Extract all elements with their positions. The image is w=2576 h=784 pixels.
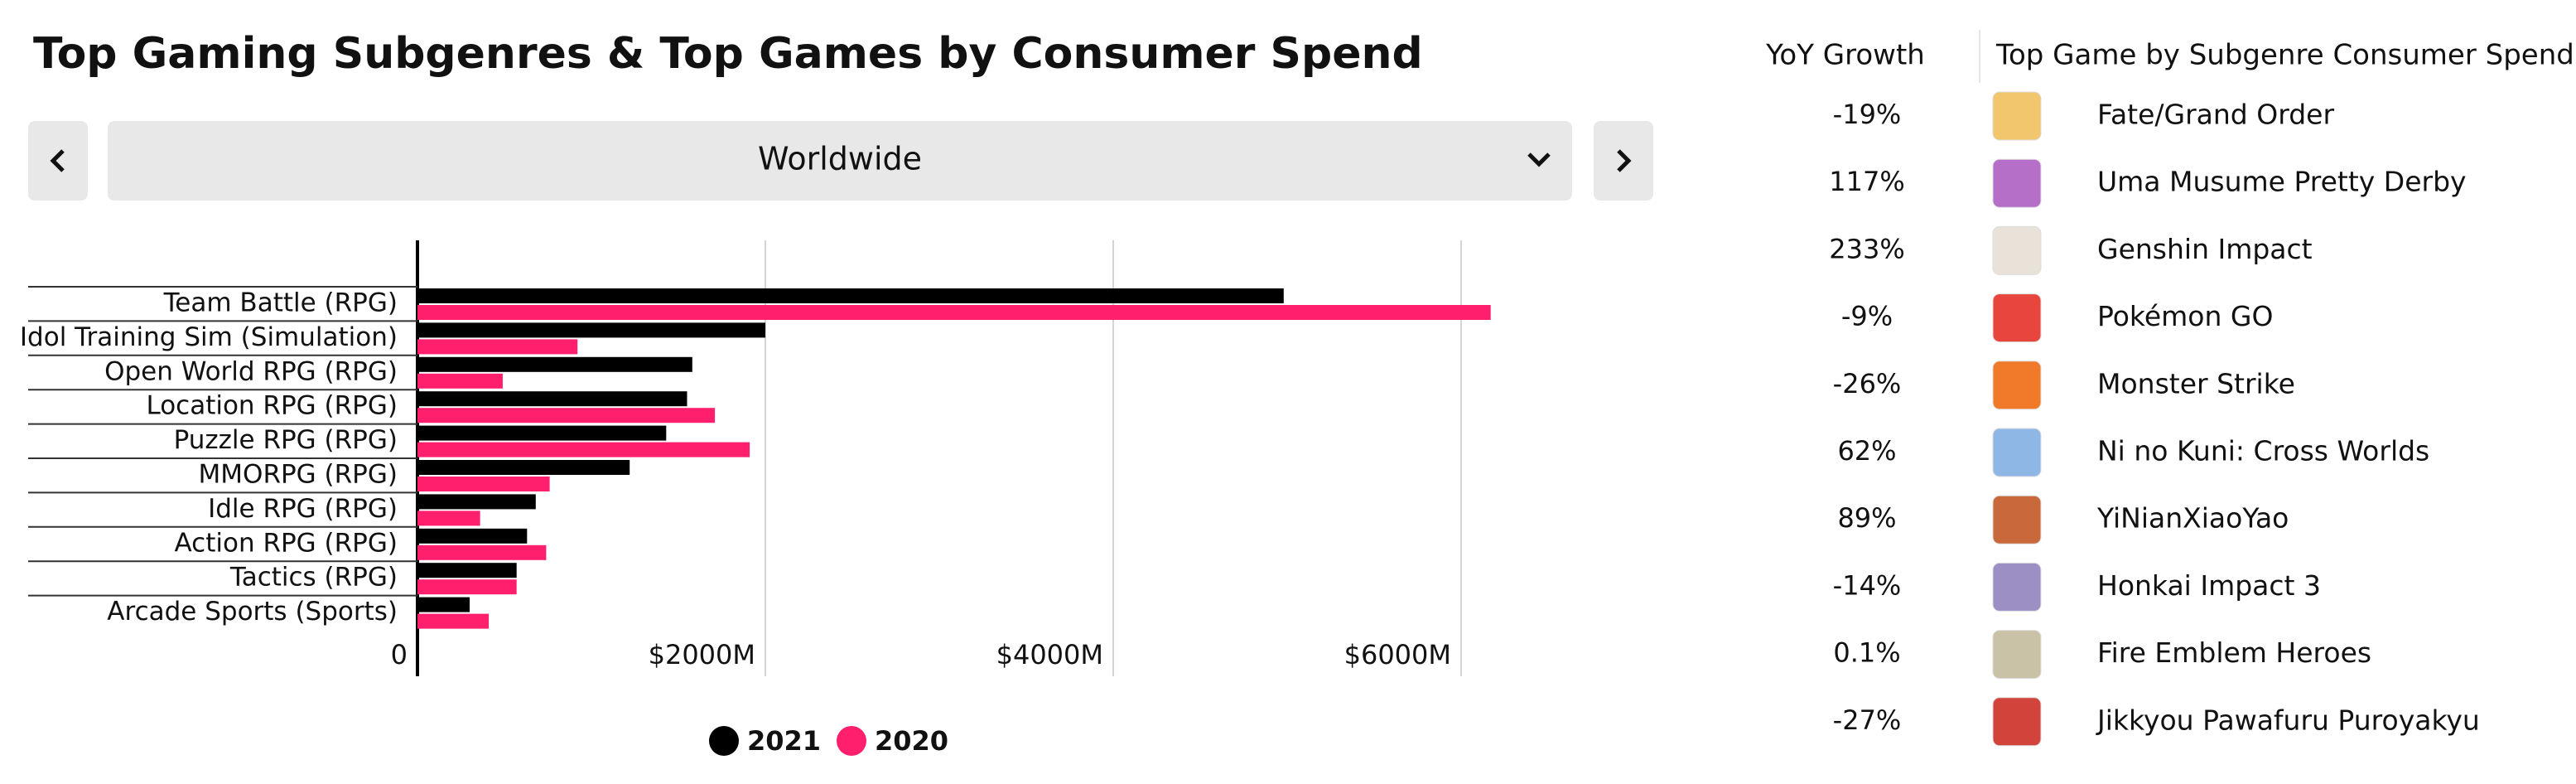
legend-label: 2021 <box>747 725 821 757</box>
game-icon <box>1992 495 2042 544</box>
bar <box>417 425 667 441</box>
yoy-growth: -26% <box>1833 368 1902 399</box>
game-icon <box>1992 630 2042 680</box>
bar <box>417 391 687 407</box>
bar <box>417 356 692 372</box>
bar <box>417 373 503 389</box>
region-dropdown[interactable] <box>108 121 1572 201</box>
game-icon <box>1992 428 2042 477</box>
bar <box>417 528 528 544</box>
yoy-growth: -27% <box>1833 704 1902 736</box>
column-header: Top Game by Subgenre Consumer Spend <box>1995 39 2574 72</box>
bar <box>417 305 1491 320</box>
x-tick-label: $6000M <box>1344 639 1451 670</box>
yoy-growth: -14% <box>1833 569 1902 601</box>
bar <box>417 339 578 355</box>
game-icon <box>1992 158 2042 208</box>
next-icon <box>1617 149 1632 172</box>
prev-icon <box>50 149 65 172</box>
game-icon <box>1992 91 2042 141</box>
region-label: Worldwide <box>758 141 922 177</box>
game-icon <box>1992 697 2042 747</box>
bar <box>417 288 1284 303</box>
legend-swatch <box>709 726 739 756</box>
bar <box>417 322 765 338</box>
game-name: Genshin Impact <box>2097 233 2313 265</box>
game-icon <box>1992 293 2042 343</box>
game-icon <box>1992 361 2042 410</box>
y-tick-label: Team Battle (RPG) <box>163 288 398 318</box>
game-icon <box>1992 562 2042 612</box>
x-tick-label: $4000M <box>996 639 1103 670</box>
yoy-growth: -9% <box>1841 301 1893 332</box>
bar <box>417 597 470 612</box>
bar <box>417 408 716 423</box>
y-tick-label: Idle RPG (RPG) <box>208 494 398 524</box>
game-name: Fate/Grand Order <box>2097 99 2334 131</box>
bar <box>417 460 630 475</box>
chart-title: Top Gaming Subgenres & Top Games by Cons… <box>33 29 1423 79</box>
yoy-growth: 233% <box>1829 233 1904 264</box>
game-name: YiNianXiaoYao <box>2096 502 2289 535</box>
game-name: Fire Emblem Heroes <box>2097 636 2371 669</box>
y-tick-label: Puzzle RPG (RPG) <box>174 425 398 455</box>
legend-swatch <box>837 726 866 756</box>
y-tick-label: Action RPG (RPG) <box>175 528 398 558</box>
x-tick-label: 0 <box>391 639 408 670</box>
bar <box>417 613 490 629</box>
y-tick-label: Arcade Sports (Sports) <box>107 597 398 627</box>
yoy-growth: 0.1% <box>1833 637 1900 669</box>
dropdown-icon <box>1527 152 1551 167</box>
y-tick-label: Tactics (RPG) <box>229 563 398 593</box>
yoy-growth: 89% <box>1837 502 1896 534</box>
game-name: Uma Musume Pretty Derby <box>2097 166 2467 198</box>
legend-label: 2020 <box>875 725 948 757</box>
bar <box>417 563 517 578</box>
prev-button[interactable] <box>28 121 88 201</box>
yoy-growth: 117% <box>1829 166 1904 197</box>
y-tick-label: Idol Training Sim (Simulation) <box>20 322 398 352</box>
bar <box>417 477 550 491</box>
game-name: Jikkyou Pawafuru Puroyakyu <box>2096 704 2480 736</box>
x-tick-label: $2000M <box>649 639 755 670</box>
column-header: YoY Growth <box>1765 39 1925 72</box>
yoy-growth: -19% <box>1833 99 1902 130</box>
y-tick-label: Open World RPG (RPG) <box>104 356 398 386</box>
game-name: Monster Strike <box>2097 367 2295 399</box>
y-tick-label: Location RPG (RPG) <box>146 391 398 421</box>
bar <box>417 544 547 560</box>
game-name: Ni no Kuni: Cross Worlds <box>2097 435 2429 467</box>
game-name: Honkai Impact 3 <box>2097 569 2321 602</box>
y-tick-label: MMORPG (RPG) <box>199 460 398 490</box>
game-name: Pokémon GO <box>2097 300 2273 332</box>
bar <box>417 579 517 595</box>
next-button[interactable] <box>1594 121 1653 201</box>
yoy-growth: 62% <box>1837 435 1896 467</box>
bar <box>417 511 480 526</box>
bar <box>417 494 536 510</box>
bar <box>417 442 750 457</box>
game-icon <box>1992 225 2042 275</box>
